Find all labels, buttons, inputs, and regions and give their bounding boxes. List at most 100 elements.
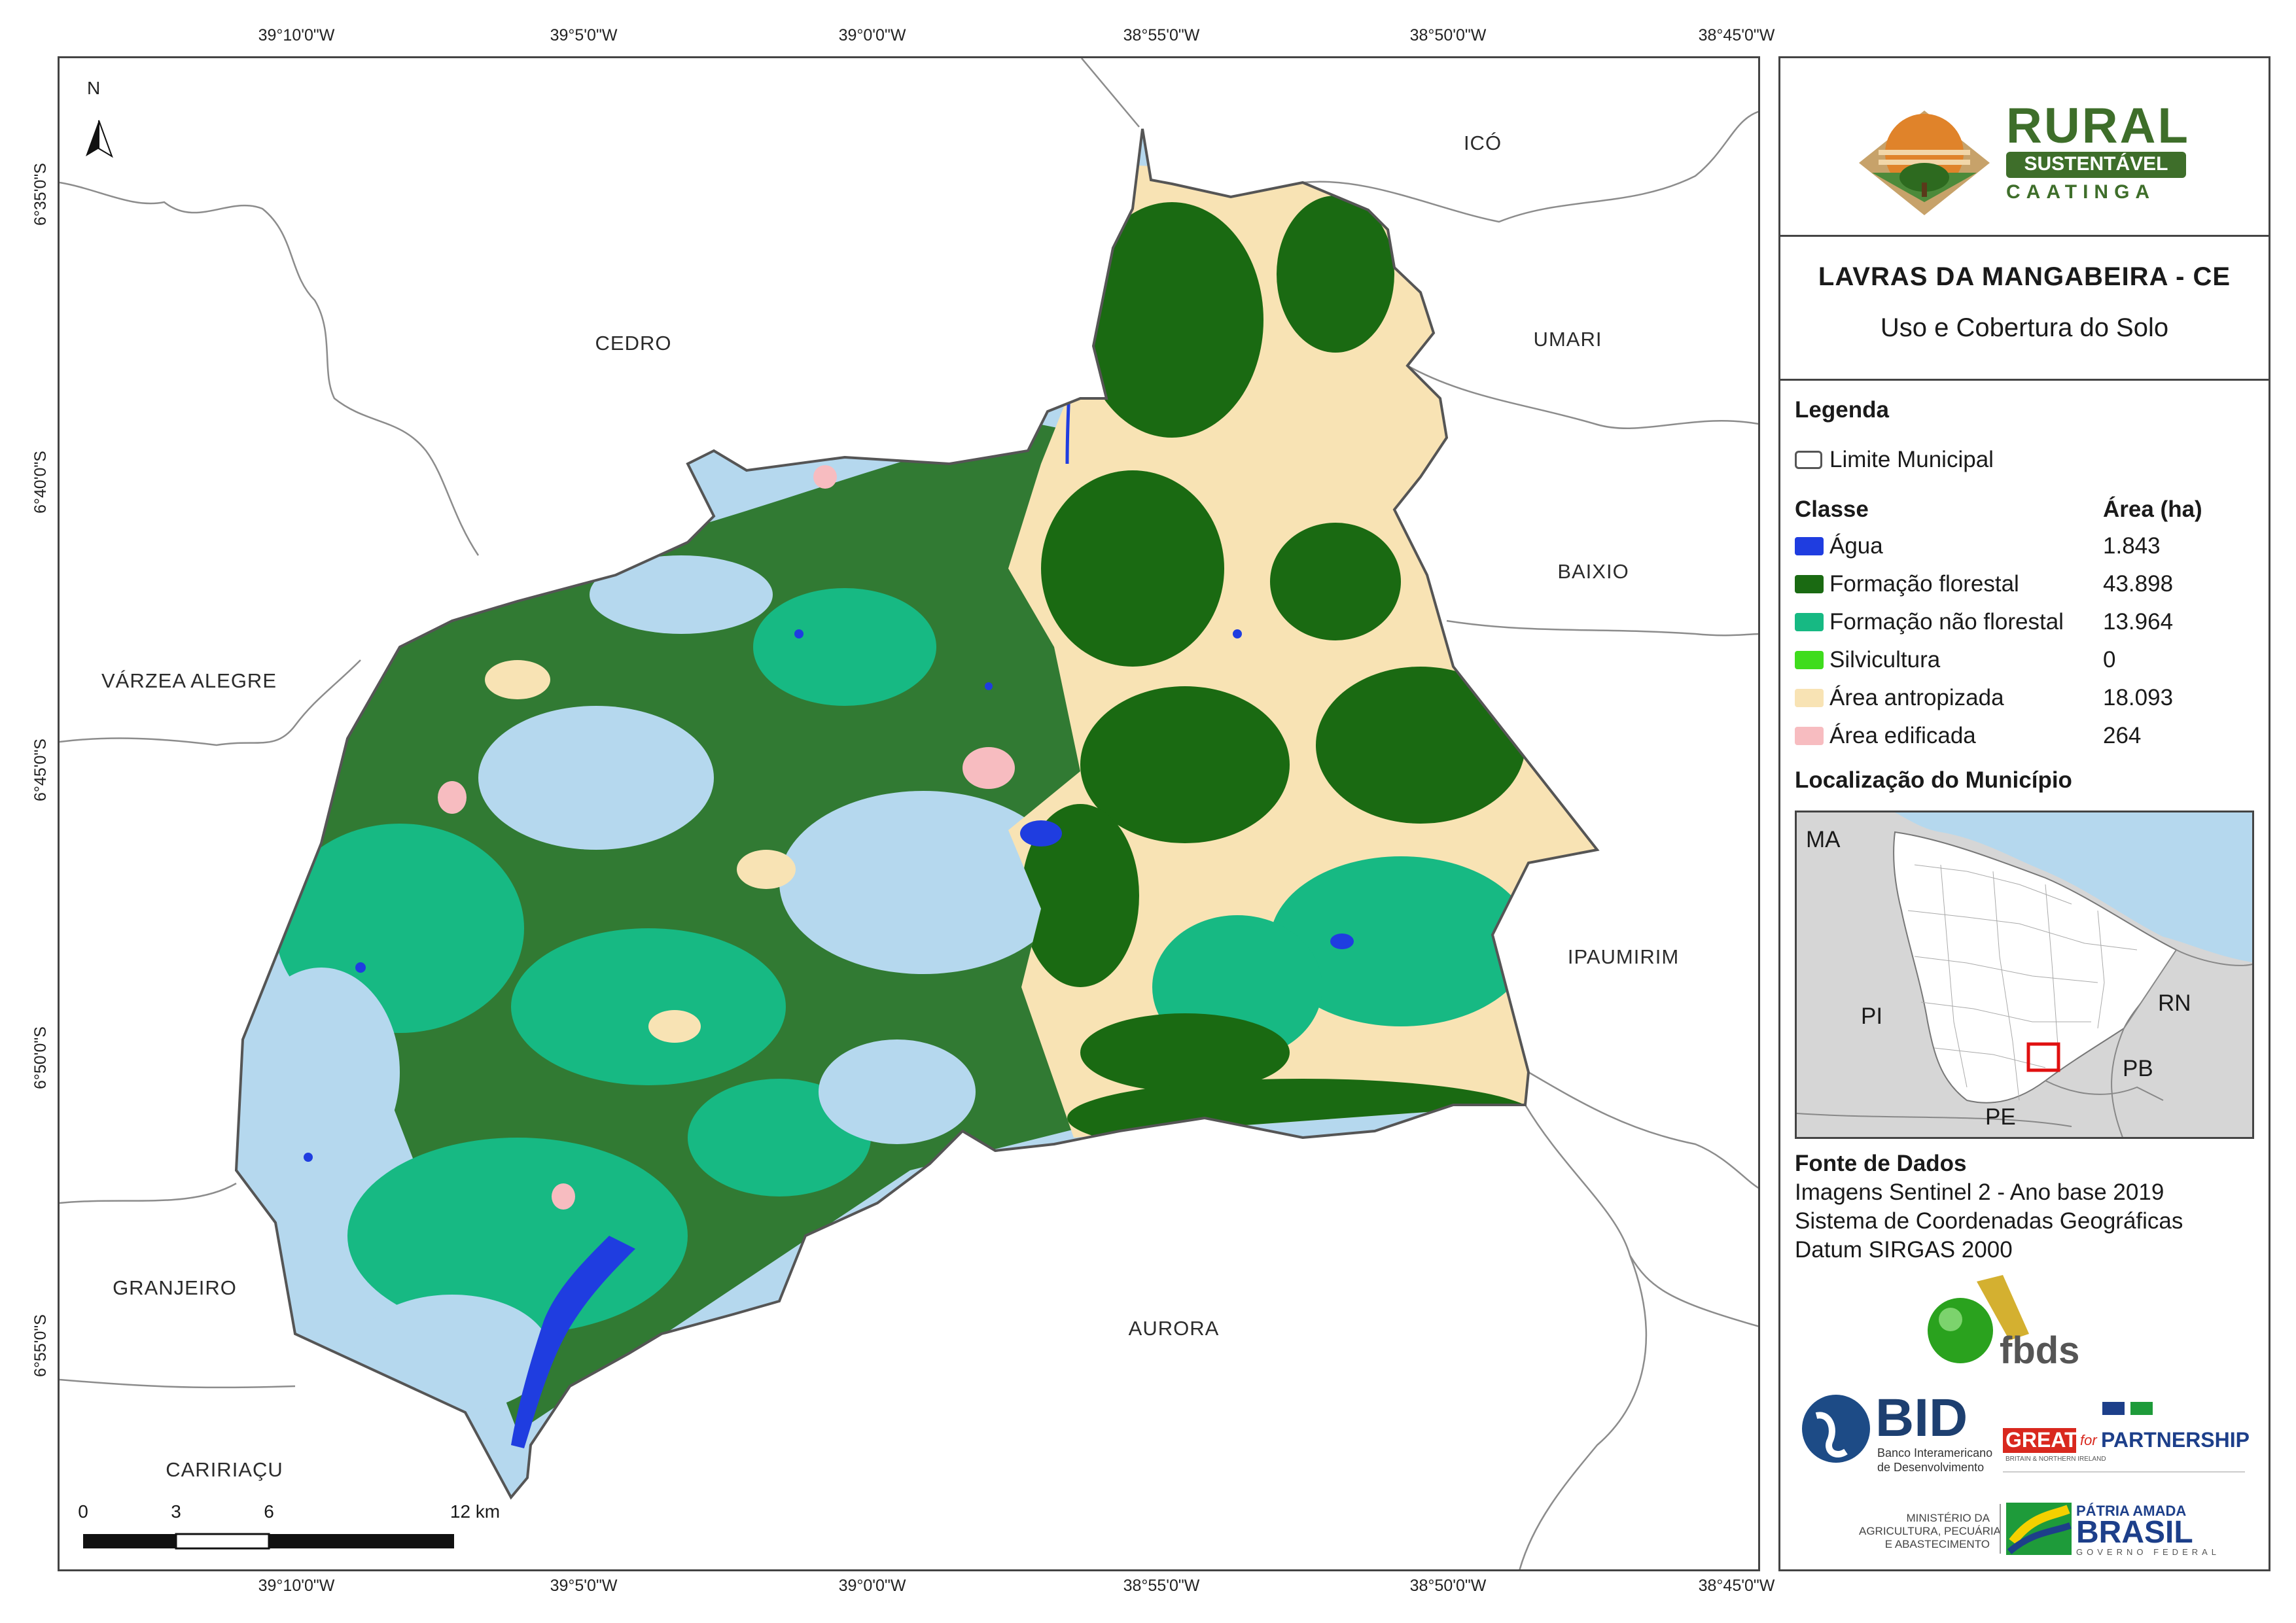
label-aurora: AURORA [1128, 1317, 1220, 1340]
swatch-area-antropizada [1795, 689, 1824, 707]
source-line-1: Imagens Sentinel 2 - Ano base 2019 [1795, 1179, 2164, 1205]
source-line-2: Sistema de Coordenadas Geográficas [1795, 1208, 2183, 1234]
location-inset-map: MA PI RN PB PE [1795, 811, 2254, 1139]
municipal-limit-swatch [1795, 451, 1822, 469]
bid-sub-2: de Desenvolvimento [1877, 1461, 1985, 1474]
coord-bottom-6: 38°45'0"W [1698, 1577, 1775, 1595]
fbds-text: fbds [2000, 1329, 2080, 1372]
coord-left-1: 6°35'0"S [31, 163, 50, 226]
bid-text: BID [1875, 1388, 1968, 1448]
fbds-icon [1928, 1275, 2029, 1363]
map-frame[interactable]: N ICÓ CEDRO UMARI BAIXIO VÁRZEA ALEGRE I… [58, 56, 1760, 1571]
caatinga-text: CAATINGA [2006, 181, 2156, 203]
coord-left-3: 6°45'0"S [31, 739, 50, 801]
class-area-formacao-nao-florestal: 13.964 [2103, 609, 2174, 635]
neighbor-boundaries [60, 58, 1758, 1569]
ministerio-line-2: AGRICULTURA, PECUÁRIA [1859, 1525, 2001, 1537]
coord-top-5: 38°50'0"W [1409, 26, 1487, 44]
brazil-flag-icon [2130, 1402, 2153, 1415]
class-area-silvicultura: 0 [2103, 647, 2116, 672]
rural-logo-icon [1859, 111, 1990, 215]
patria-amada-text: PÁTRIA AMADA [2076, 1503, 2187, 1519]
governo-federal-text: GOVERNO FEDERAL [2076, 1547, 2221, 1557]
partnership-text: PARTNERSHIP [2101, 1428, 2250, 1452]
label-cedro: CEDRO [595, 332, 672, 355]
coord-top-6: 38°45'0"W [1698, 26, 1775, 44]
legend-heading: Legenda [1795, 397, 1889, 423]
north-arrow-icon [86, 120, 113, 158]
scale-label-12: 12 km [450, 1501, 501, 1522]
scale-label-0: 0 [78, 1501, 88, 1522]
class-area-agua: 1.843 [2103, 533, 2161, 559]
class-area-formacao-florestal: 43.898 [2103, 571, 2174, 597]
rural-sustentavel-logo: RURAL SUSTENTÁVEL CAATINGA [1780, 58, 2269, 235]
class-area-area-edificada: 264 [2103, 723, 2142, 748]
map-subtitle: Uso e Cobertura do Solo [1880, 313, 2169, 342]
sustentavel-text: SUSTENTÁVEL [2024, 153, 2168, 175]
class-label-area-edificada: Área edificada [1829, 723, 1976, 748]
coord-top-3: 39°0'0"W [838, 26, 906, 44]
coord-bottom-1: 39°10'0"W [258, 1577, 335, 1595]
great-sub-text: BRITAIN & NORTHERN IRELAND [2005, 1456, 2106, 1463]
land-cover-map [60, 58, 1758, 1569]
class-area-area-antropizada: 18.093 [2103, 685, 2174, 710]
location-label-pi: PI [1861, 1003, 1883, 1029]
area-header: Área (ha) [2103, 497, 2202, 522]
location-label-pb: PB [2123, 1056, 2153, 1081]
label-baixio: BAIXIO [1557, 560, 1629, 583]
scale-bar [83, 1533, 454, 1550]
municipal-limit-outline [234, 128, 1600, 1500]
great-for-text: for [2080, 1432, 2097, 1448]
coord-bottom-4: 38°55'0"W [1123, 1577, 1200, 1595]
map-title: LAVRAS DA MANGABEIRA - CE [1818, 262, 2231, 291]
coord-top-4: 38°55'0"W [1123, 26, 1200, 44]
coord-bottom-2: 39°5'0"W [550, 1577, 618, 1595]
municipal-limit-label: Limite Municipal [1829, 447, 1994, 472]
source-heading: Fonte de Dados [1795, 1151, 1967, 1176]
swatch-formacao-nao-florestal [1795, 613, 1824, 631]
uk-flag-icon [2102, 1402, 2125, 1415]
location-label-rn: RN [2158, 990, 2191, 1016]
land-cover-raster [236, 129, 1597, 1497]
class-label-area-antropizada: Área antropizada [1829, 685, 2004, 710]
legend-panel: RURAL SUSTENTÁVEL CAATINGA LAVRAS DA MAN… [1778, 56, 2270, 1571]
great-text: GREAT [2005, 1428, 2077, 1452]
coord-top-1: 39°10'0"W [258, 26, 335, 44]
label-varzea-alegre: VÁRZEA ALEGRE [101, 669, 277, 692]
coord-left-2: 6°40'0"S [31, 451, 50, 514]
location-heading: Localização do Município [1795, 767, 2072, 793]
ministerio-line-3: E ABASTECIMENTO [1884, 1538, 1990, 1550]
swatch-area-edificada [1795, 727, 1824, 745]
class-label-formacao-nao-florestal: Formação não florestal [1829, 609, 2064, 635]
brasil-flag-icon [2006, 1503, 2072, 1555]
coord-top-2: 39°5'0"W [550, 26, 618, 44]
label-umari: UMARI [1533, 328, 1602, 351]
label-granjeiro: GRANJEIRO [113, 1276, 237, 1299]
location-inset-svg [1797, 812, 2252, 1137]
bid-sub-1: Banco Interamericano [1877, 1446, 1993, 1459]
bid-globe-icon [1802, 1395, 1870, 1463]
class-label-silvicultura: Silvicultura [1829, 647, 1941, 672]
coord-bottom-3: 39°0'0"W [838, 1577, 906, 1595]
scale-label-6: 6 [264, 1501, 274, 1522]
swatch-silvicultura [1795, 651, 1824, 669]
label-ico: ICÓ [1463, 131, 1502, 154]
class-label-formacao-florestal: Formação florestal [1829, 571, 2019, 597]
coord-left-4: 6°50'0"S [31, 1026, 50, 1089]
location-label-pe: PE [1985, 1104, 2016, 1130]
swatch-agua [1795, 537, 1824, 555]
coord-left-5: 6°55'0"S [31, 1314, 50, 1377]
rural-text: RURAL [2006, 98, 2190, 154]
coord-bottom-5: 38°50'0"W [1409, 1577, 1487, 1595]
label-caririacu: CARIRIAÇU [166, 1458, 283, 1481]
class-label-agua: Água [1829, 533, 1883, 559]
location-label-ma: MA [1806, 827, 1841, 852]
brasil-text: BRASIL [2076, 1515, 2193, 1550]
swatch-formacao-florestal [1795, 575, 1824, 593]
label-ipaumirim: IPAUMIRIM [1567, 945, 1680, 968]
source-line-3: Datum SIRGAS 2000 [1795, 1237, 2013, 1263]
scale-label-3: 3 [171, 1501, 181, 1522]
class-header: Classe [1795, 497, 1869, 522]
ministerio-line-1: MINISTÉRIO DA [1906, 1512, 1990, 1524]
north-label: N [87, 78, 101, 98]
